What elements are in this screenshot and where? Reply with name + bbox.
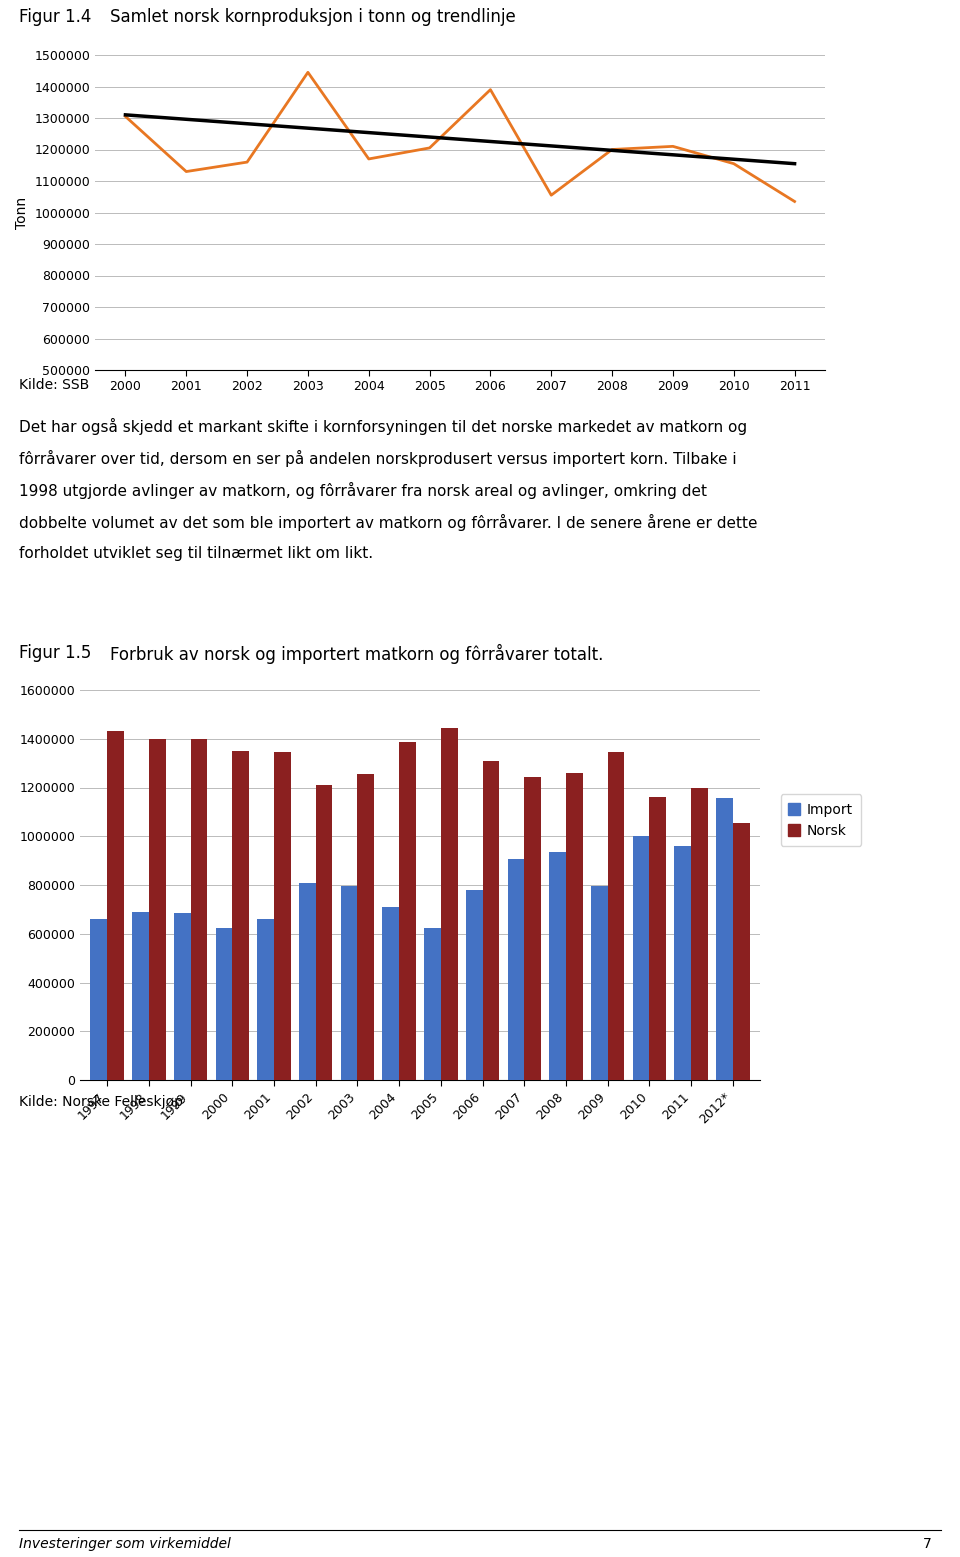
Text: Forbruk av norsk og importert matkorn og fôrråvarer totalt.: Forbruk av norsk og importert matkorn og… bbox=[110, 645, 604, 665]
Text: forholdet utviklet seg til tilnærmet likt om likt.: forholdet utviklet seg til tilnærmet lik… bbox=[19, 547, 373, 561]
Bar bbox=[483, 761, 499, 1081]
Text: Investeringer som virkemiddel: Investeringer som virkemiddel bbox=[19, 1537, 231, 1551]
Y-axis label: Tonn: Tonn bbox=[14, 196, 29, 229]
Bar bbox=[716, 799, 732, 1081]
Bar bbox=[190, 738, 207, 1081]
Bar bbox=[232, 750, 249, 1081]
Bar bbox=[316, 785, 332, 1081]
Bar bbox=[608, 752, 624, 1081]
Bar bbox=[382, 906, 399, 1081]
Bar bbox=[591, 886, 608, 1081]
Bar bbox=[466, 891, 483, 1081]
Bar bbox=[691, 788, 708, 1081]
Bar bbox=[675, 845, 691, 1081]
Bar bbox=[424, 928, 441, 1081]
Text: Figur 1.5: Figur 1.5 bbox=[19, 645, 91, 662]
Bar bbox=[90, 919, 108, 1081]
Bar bbox=[357, 774, 374, 1081]
Bar bbox=[299, 883, 316, 1081]
Bar bbox=[441, 727, 458, 1081]
Bar bbox=[650, 797, 666, 1081]
Text: Samlet norsk kornproduksjon i tonn og trendlinje: Samlet norsk kornproduksjon i tonn og tr… bbox=[110, 8, 516, 26]
Bar bbox=[174, 912, 190, 1081]
Bar bbox=[399, 743, 416, 1081]
Bar bbox=[524, 777, 541, 1081]
Text: Kilde: Norske Felleskjøp: Kilde: Norske Felleskjøp bbox=[19, 1095, 183, 1109]
Text: fôrråvarer over tid, dersom en ser på andelen norskprodusert versus importert ko: fôrråvarer over tid, dersom en ser på an… bbox=[19, 450, 737, 467]
Bar bbox=[549, 852, 566, 1081]
Bar bbox=[566, 772, 583, 1081]
Bar bbox=[341, 886, 357, 1081]
Bar bbox=[732, 822, 750, 1081]
Text: 7: 7 bbox=[923, 1537, 931, 1551]
Bar bbox=[132, 912, 149, 1081]
Bar bbox=[149, 738, 165, 1081]
Text: Det har også skjedd et markant skifte i kornforsyningen til det norske markedet : Det har også skjedd et markant skifte i … bbox=[19, 417, 747, 434]
Legend: Import, Norsk: Import, Norsk bbox=[780, 794, 861, 845]
Text: 1998 utgjorde avlinger av matkorn, og fôrråvarer fra norsk areal og avlinger, om: 1998 utgjorde avlinger av matkorn, og fô… bbox=[19, 483, 708, 498]
Text: dobbelte volumet av det som ble importert av matkorn og fôrråvarer. I de senere : dobbelte volumet av det som ble importer… bbox=[19, 514, 757, 531]
Bar bbox=[108, 732, 124, 1081]
Bar bbox=[633, 836, 650, 1081]
Bar bbox=[274, 752, 291, 1081]
Text: Figur 1.4: Figur 1.4 bbox=[19, 8, 91, 26]
Bar bbox=[508, 859, 524, 1081]
Bar bbox=[216, 928, 232, 1081]
Bar bbox=[257, 919, 274, 1081]
Text: Kilde: SSB: Kilde: SSB bbox=[19, 378, 89, 392]
